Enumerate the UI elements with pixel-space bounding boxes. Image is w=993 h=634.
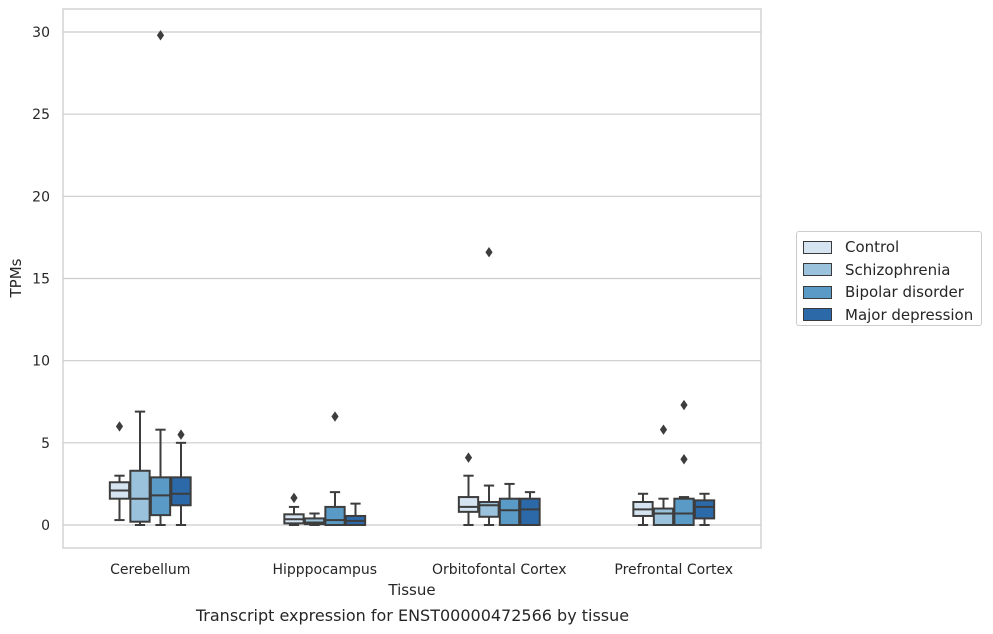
box-iqr — [673, 497, 695, 526]
y-tick-label: 30 — [32, 25, 50, 41]
box-element — [129, 410, 151, 526]
legend-label-major-depression: Major depression — [845, 305, 974, 324]
box-element — [149, 30, 172, 526]
outlier-point — [156, 30, 165, 41]
box-iqr — [519, 497, 541, 526]
legend-swatch-schizophrenia — [803, 263, 832, 277]
box-element — [478, 247, 500, 526]
box-iqr — [478, 500, 500, 518]
y-axis-label: TPMs — [7, 258, 25, 298]
x-tick-label: Hipppocampus — [272, 562, 377, 578]
chart-caption: Transcript expression for ENST0000047256… — [195, 606, 630, 625]
box-iqr — [303, 517, 326, 526]
outlier-point — [290, 492, 298, 504]
y-tick-label: 20 — [32, 189, 50, 205]
gridlines — [63, 31, 761, 526]
y-tick-labels: 0 5 10 15 20 25 30 — [32, 25, 50, 534]
legend-item-schizophrenia: Schizophrenia — [803, 259, 981, 282]
box-element — [303, 512, 326, 526]
legend-swatch-control — [803, 240, 832, 254]
box-element — [457, 452, 480, 526]
x-axis-label: Tissue — [387, 581, 435, 599]
outlier-point — [485, 247, 493, 258]
box-element — [498, 482, 521, 526]
box-element — [170, 429, 192, 526]
outlier-point — [177, 429, 185, 440]
boxes — [108, 30, 716, 526]
legend-swatch-major-depression — [803, 308, 832, 322]
box-element — [108, 421, 131, 522]
box-element — [693, 492, 716, 526]
plot-frame — [62, 8, 762, 549]
box-element — [673, 399, 695, 526]
outlier-point — [331, 411, 339, 422]
box-iqr — [498, 497, 521, 526]
outlier-point — [659, 424, 668, 435]
box-iqr — [693, 499, 716, 520]
legend-label-control: Control — [845, 238, 900, 257]
outlier-point — [680, 399, 688, 411]
box-element — [632, 492, 654, 526]
legend-item-major-depression: Major depression — [803, 304, 981, 327]
outlier-point — [464, 452, 473, 463]
box-element — [324, 411, 346, 526]
x-tick-label: Cerebellum — [110, 562, 190, 578]
y-tick-label: 5 — [41, 436, 50, 452]
legend-swatch-bipolar-disorder — [803, 285, 832, 299]
y-tick-label: 10 — [32, 354, 50, 370]
box-element — [283, 492, 305, 526]
box-iqr — [129, 469, 151, 523]
x-tick-label: Prefrontal Cortex — [614, 562, 733, 578]
box-iqr — [457, 496, 480, 513]
box-iqr — [170, 476, 192, 507]
box-iqr — [652, 507, 675, 526]
legend: Control Schizophrenia Bipolar disorder M… — [796, 231, 982, 326]
x-tick-labels: Cerebellum Hipppocampus Orbitofontal Corte… — [110, 562, 733, 578]
box-element — [519, 491, 541, 526]
legend-item-control: Control — [803, 236, 981, 259]
box-iqr — [324, 505, 346, 526]
y-tick-label: 0 — [41, 518, 50, 534]
outlier-point — [115, 421, 124, 432]
box-element — [344, 502, 367, 526]
outlier-point — [680, 454, 688, 465]
x-tick-label: Orbitofontal Cortex — [432, 562, 567, 578]
y-tick-label: 25 — [32, 107, 50, 123]
y-tick-label: 15 — [32, 272, 50, 288]
legend-label-bipolar-disorder: Bipolar disorder — [845, 283, 964, 302]
box-element — [652, 424, 675, 526]
legend-label-schizophrenia: Schizophrenia — [845, 260, 951, 279]
legend-item-bipolar-disorder: Bipolar disorder — [803, 281, 981, 304]
